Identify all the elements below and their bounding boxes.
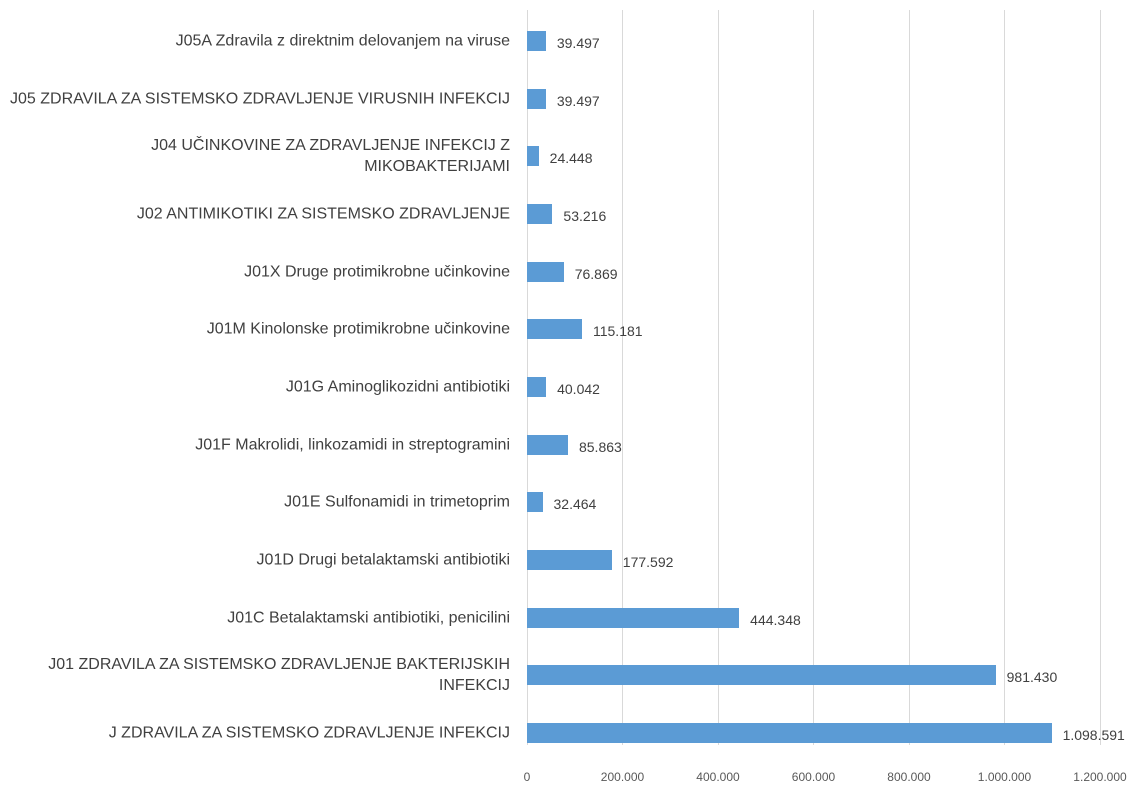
x-tick-label: 0 [523,770,531,784]
category-label: J02 ANTIMIKOTIKI ZA SISTEMSKO ZDRAVLJENJ… [136,205,510,223]
bar [527,434,568,455]
category-label: J01C Betalaktamski antibiotiki, penicili… [227,609,510,627]
x-tick-label: 1.000.000 [977,770,1032,784]
bar [527,550,612,571]
x-tick-label: 1.200.000 [1073,770,1127,784]
category-label: J01X Druge protimikrobne učinkovine [244,263,510,281]
value-label: 981.430 [1006,669,1058,686]
value-label: 39.497 [556,35,600,51]
category-label: J01D Drugi betalaktamski antibiotiki [256,551,510,569]
bar [527,31,546,51]
value-label: 32.464 [553,496,597,513]
category-label: J05A Zdravila z direktnim delovanjem na … [175,32,510,50]
bar [527,665,996,686]
grid-line [813,10,814,745]
grid-line [908,10,910,745]
value-label: 76.869 [574,265,618,282]
category-label: J01F Makrolidi, linkozamidi in streptogr… [195,436,510,454]
value-label: 115.181 [592,323,643,340]
category-label: J01E Sulfonamidi in trimetoprim [284,493,510,511]
category-label: J04 UČINKOVINE ZA ZDRAVLJENJE INFEKCIJ Z… [151,137,510,176]
value-label: 1.098.591 [1062,727,1125,744]
category-label: J ZDRAVILA ZA SISTEMSKO ZDRAVLJENJE INFE… [108,724,510,742]
bar [527,204,553,224]
value-label: 53.216 [563,208,607,224]
x-tick-label: 200.000 [600,770,645,784]
grid-line [1004,10,1005,745]
bar [527,319,582,340]
value-label: 39.497 [556,92,600,109]
value-label: 85.863 [578,438,622,455]
value-label: 444.348 [750,611,801,628]
grid-line [1099,10,1101,745]
grid-line [717,10,719,745]
bar [527,261,564,282]
value-label: 40.042 [557,381,600,398]
category-label: J05 ZDRAVILA ZA SISTEMSKO ZDRAVLJENJE VI… [10,90,510,108]
bar [527,492,543,513]
bar [527,377,547,398]
bar [527,723,1052,744]
x-tick-label: 400.000 [696,770,740,784]
x-tick-label: 800.000 [887,770,931,784]
category-label: J01M Kinolonske protimikrobne učinkovine [206,320,510,338]
value-label: 177.592 [622,554,674,571]
bar [527,88,546,109]
grid-line [622,10,623,745]
bar [527,146,539,167]
x-tick-label: 600.000 [791,770,836,784]
category-label: J01G Aminoglikozidni antibiotiki [285,378,510,396]
value-label: 24.448 [549,150,593,167]
bar [527,607,740,628]
category-label: J01 ZDRAVILA ZA SISTEMSKO ZDRAVLJENJE BA… [48,656,510,695]
